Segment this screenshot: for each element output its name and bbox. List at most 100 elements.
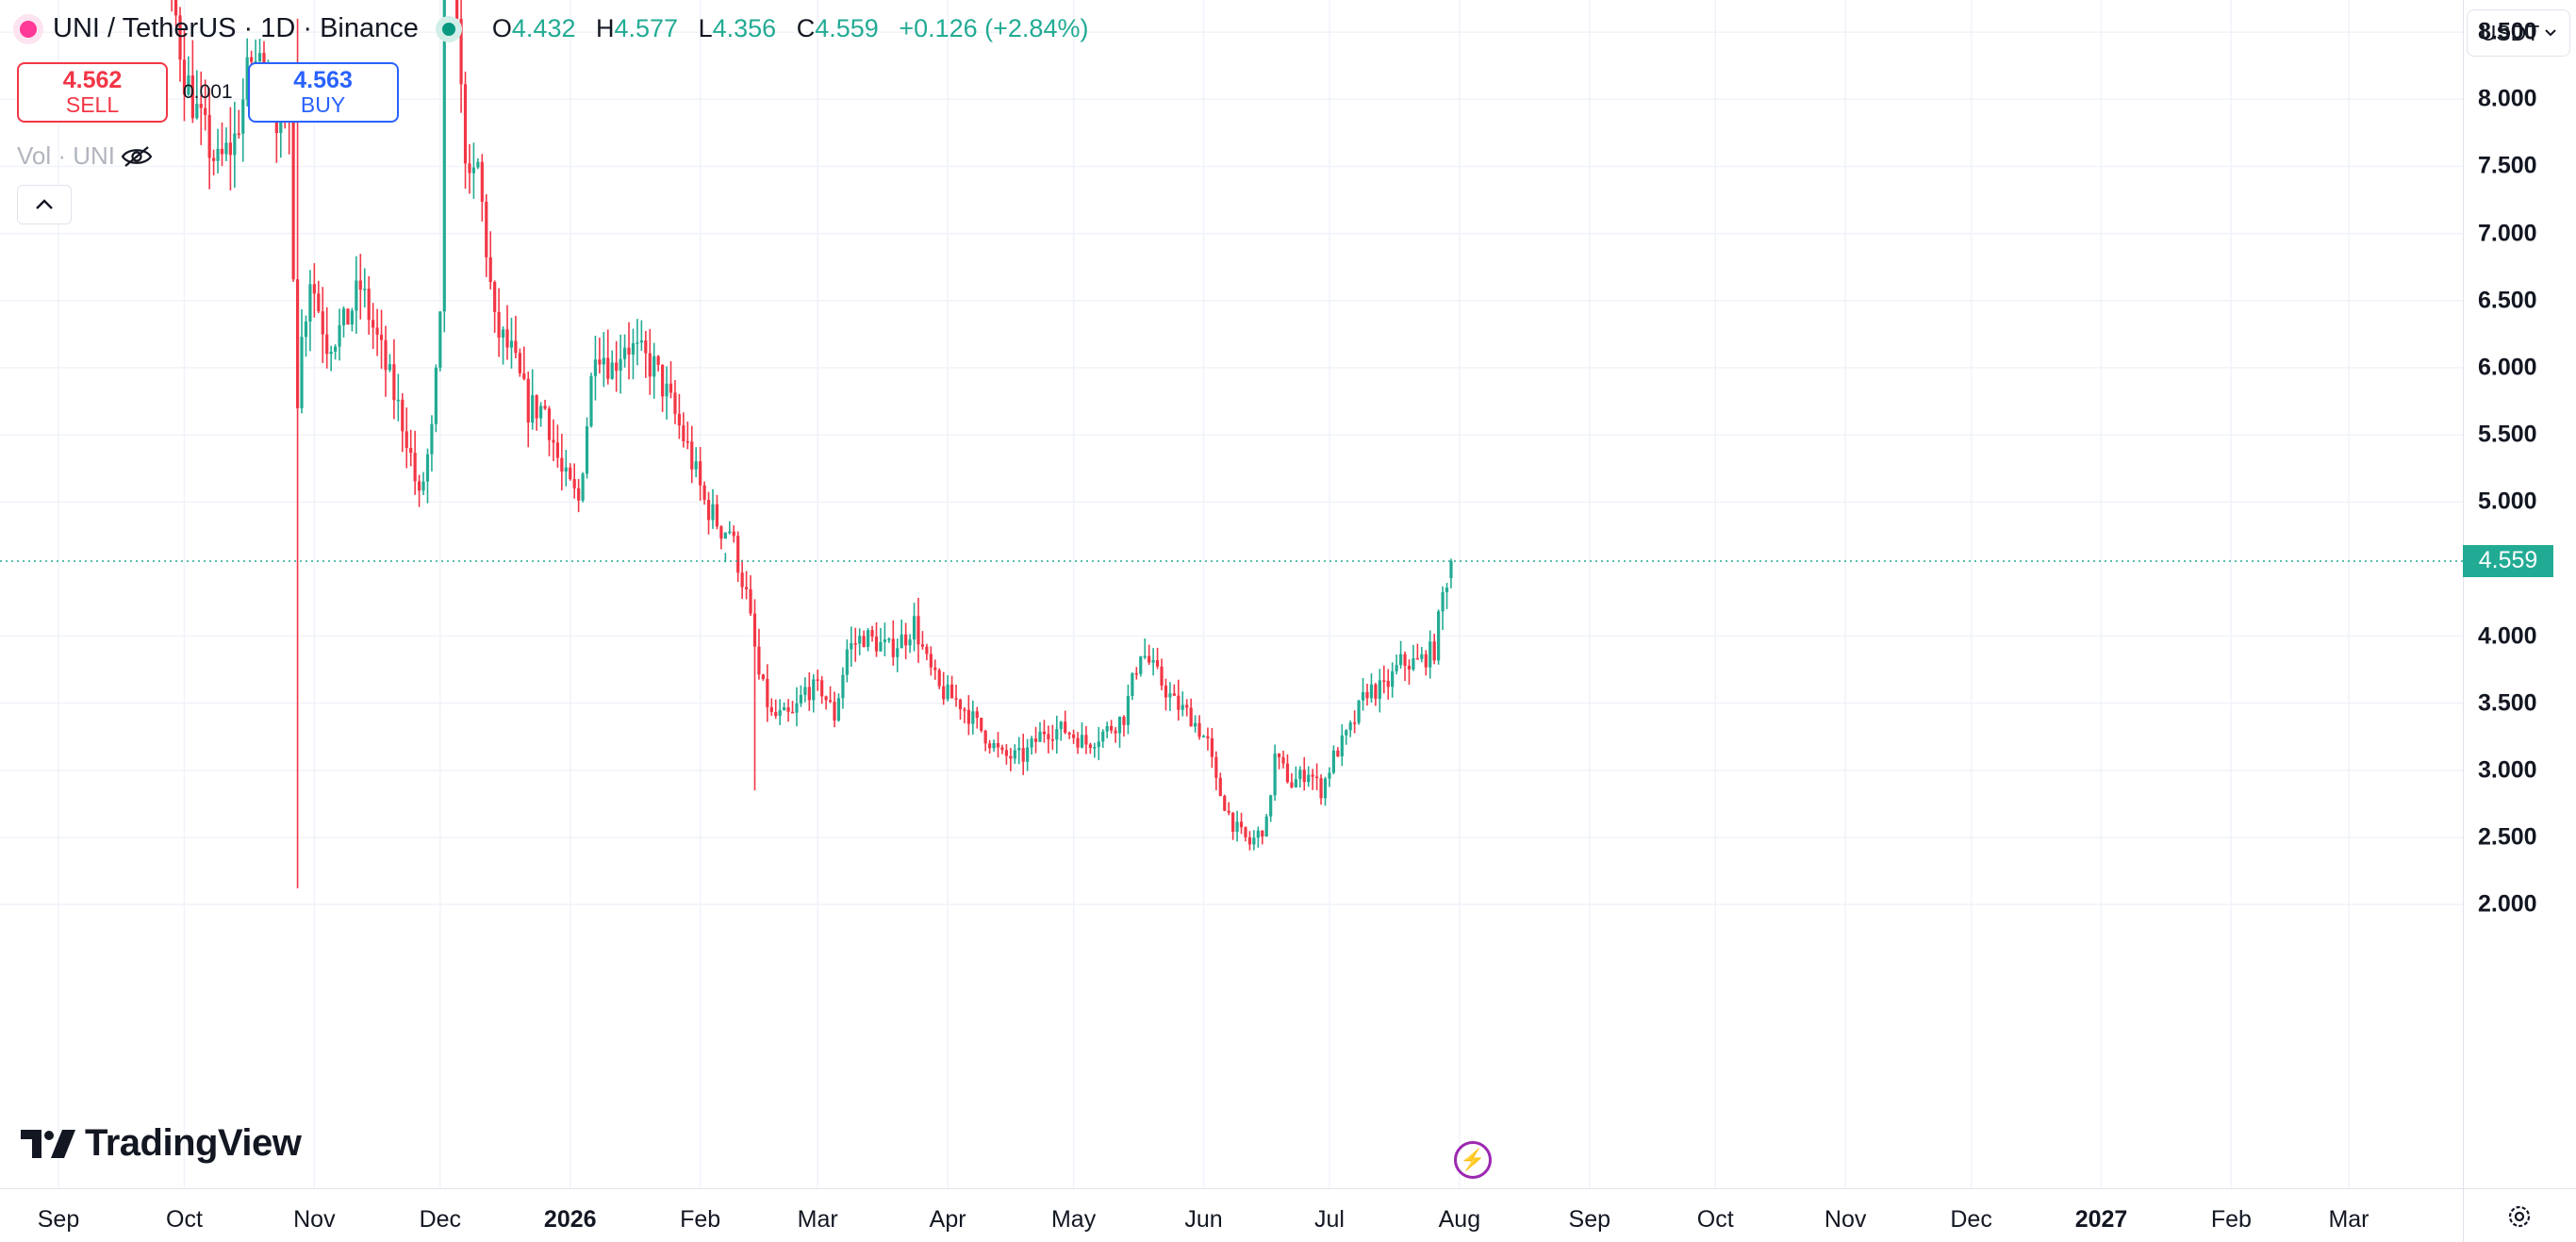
candle-down [1155,647,1160,670]
candle-up [1331,745,1336,775]
candle-body [488,257,492,283]
candle-body [442,0,446,312]
candle-down [1311,769,1314,790]
change-value: +0.126 (+2.84%) [899,14,1089,42]
candle-down [552,419,555,462]
candle-body [958,699,963,710]
candle-body [1181,704,1184,710]
candle-body [1382,680,1386,682]
symbol-title[interactable]: UNI / TetherUS · 1D · Binance [53,13,419,43]
candle-up [602,332,605,388]
collapse-indicators-button[interactable] [17,185,72,224]
candle-up [1139,655,1143,677]
candle-body [644,339,648,354]
candle-down [1172,684,1176,696]
candle-up [434,364,438,433]
candle-body [702,485,706,500]
candle-down [853,627,857,662]
candle-body [933,667,937,671]
candle-up [585,417,589,479]
chevron-up-icon [36,199,53,209]
time-tick-label: Dec [1950,1206,1992,1233]
candle-body [1055,729,1059,740]
candle-body [769,706,773,713]
candle-down [485,193,488,277]
candle-up [836,693,841,722]
volume-indicator[interactable]: Vol · UNI [17,141,153,171]
price-tick-label: 5.000 [2478,488,2537,515]
candle-body [216,148,220,161]
candle-down [933,659,937,680]
candle-body [711,504,715,521]
candle-down [1047,725,1050,753]
candle-body [1030,738,1033,748]
price-axis[interactable] [2463,0,2576,1188]
time-axis[interactable]: Sep Oct Nov Dec 2026 Feb Mar Apr May Jun Jul Aug Sep… [0,1188,2463,1242]
candle-down [237,109,240,139]
currency-label: USDT [2480,20,2540,45]
candle-body [572,479,576,489]
time-tick-label: Feb [680,1206,721,1233]
chart-pane[interactable]: UNI / TetherUS · 1D · Binance O4.432 H4.… [0,0,2463,1188]
settings-gear-icon[interactable] [2505,1202,2534,1231]
candle-down [1110,720,1114,734]
candle-down [413,430,417,495]
candle-body [816,679,819,681]
trade-buttons: 4.562 SELL 0.001 4.563 BUY [17,62,399,123]
candle-body [300,337,304,408]
currency-selector[interactable]: USDT [2467,9,2570,57]
candle-body [778,710,782,717]
close-value: 4.559 [815,14,879,42]
candle-down [199,71,203,145]
tradingview-logo[interactable]: TradingView [21,1122,302,1165]
candle-body [1088,744,1092,749]
candle-body [1294,779,1297,787]
price-tick-label: 7.000 [2478,220,2537,247]
eye-hidden-icon[interactable] [121,144,153,169]
candle-down [615,340,619,392]
candle-body [173,0,178,16]
candle-body [233,133,237,156]
time-tick-label: Mar [2328,1206,2370,1233]
candle-up [539,402,543,427]
candle-body [250,57,254,62]
time-tick-label: Sep [1568,1206,1611,1233]
candle-down [1247,831,1252,851]
candle-body [338,324,341,347]
candle-down [401,393,405,453]
candle-body [766,679,769,707]
buy-button[interactable]: 4.563 BUY [247,62,399,123]
candle-down [1050,724,1054,751]
candle-down [1261,830,1264,845]
candle-body [824,696,828,701]
candle-body [1155,660,1160,667]
price-tick-label: 5.500 [2478,421,2537,448]
candle-body [1033,738,1038,742]
candle-down [384,325,388,397]
candle-down [644,330,648,378]
candle-up [501,326,505,365]
candle-down [966,695,970,736]
sell-button[interactable]: 4.562 SELL [17,62,168,123]
candlestick-chart[interactable] [0,0,2463,1188]
market-status-icon[interactable] [435,15,462,42]
candle-up [879,627,883,652]
candle-body [761,674,765,680]
candle-down [1134,667,1138,680]
candle-body [182,59,187,95]
candle-body [1009,755,1013,759]
candle-body [1437,611,1441,661]
candle-up [1294,766,1297,788]
candle-down [1218,772,1222,797]
candle-body [346,308,350,325]
candle-up [1398,640,1403,670]
candle-down [833,691,836,728]
lightning-icon[interactable]: ⚡ [1454,1141,1492,1179]
candle-up [912,603,916,652]
candle-body [736,536,740,573]
candle-body [627,347,631,355]
candle-down [983,729,987,752]
candle-body [1013,750,1016,759]
candle-up [636,319,639,366]
candle-down [786,699,790,722]
